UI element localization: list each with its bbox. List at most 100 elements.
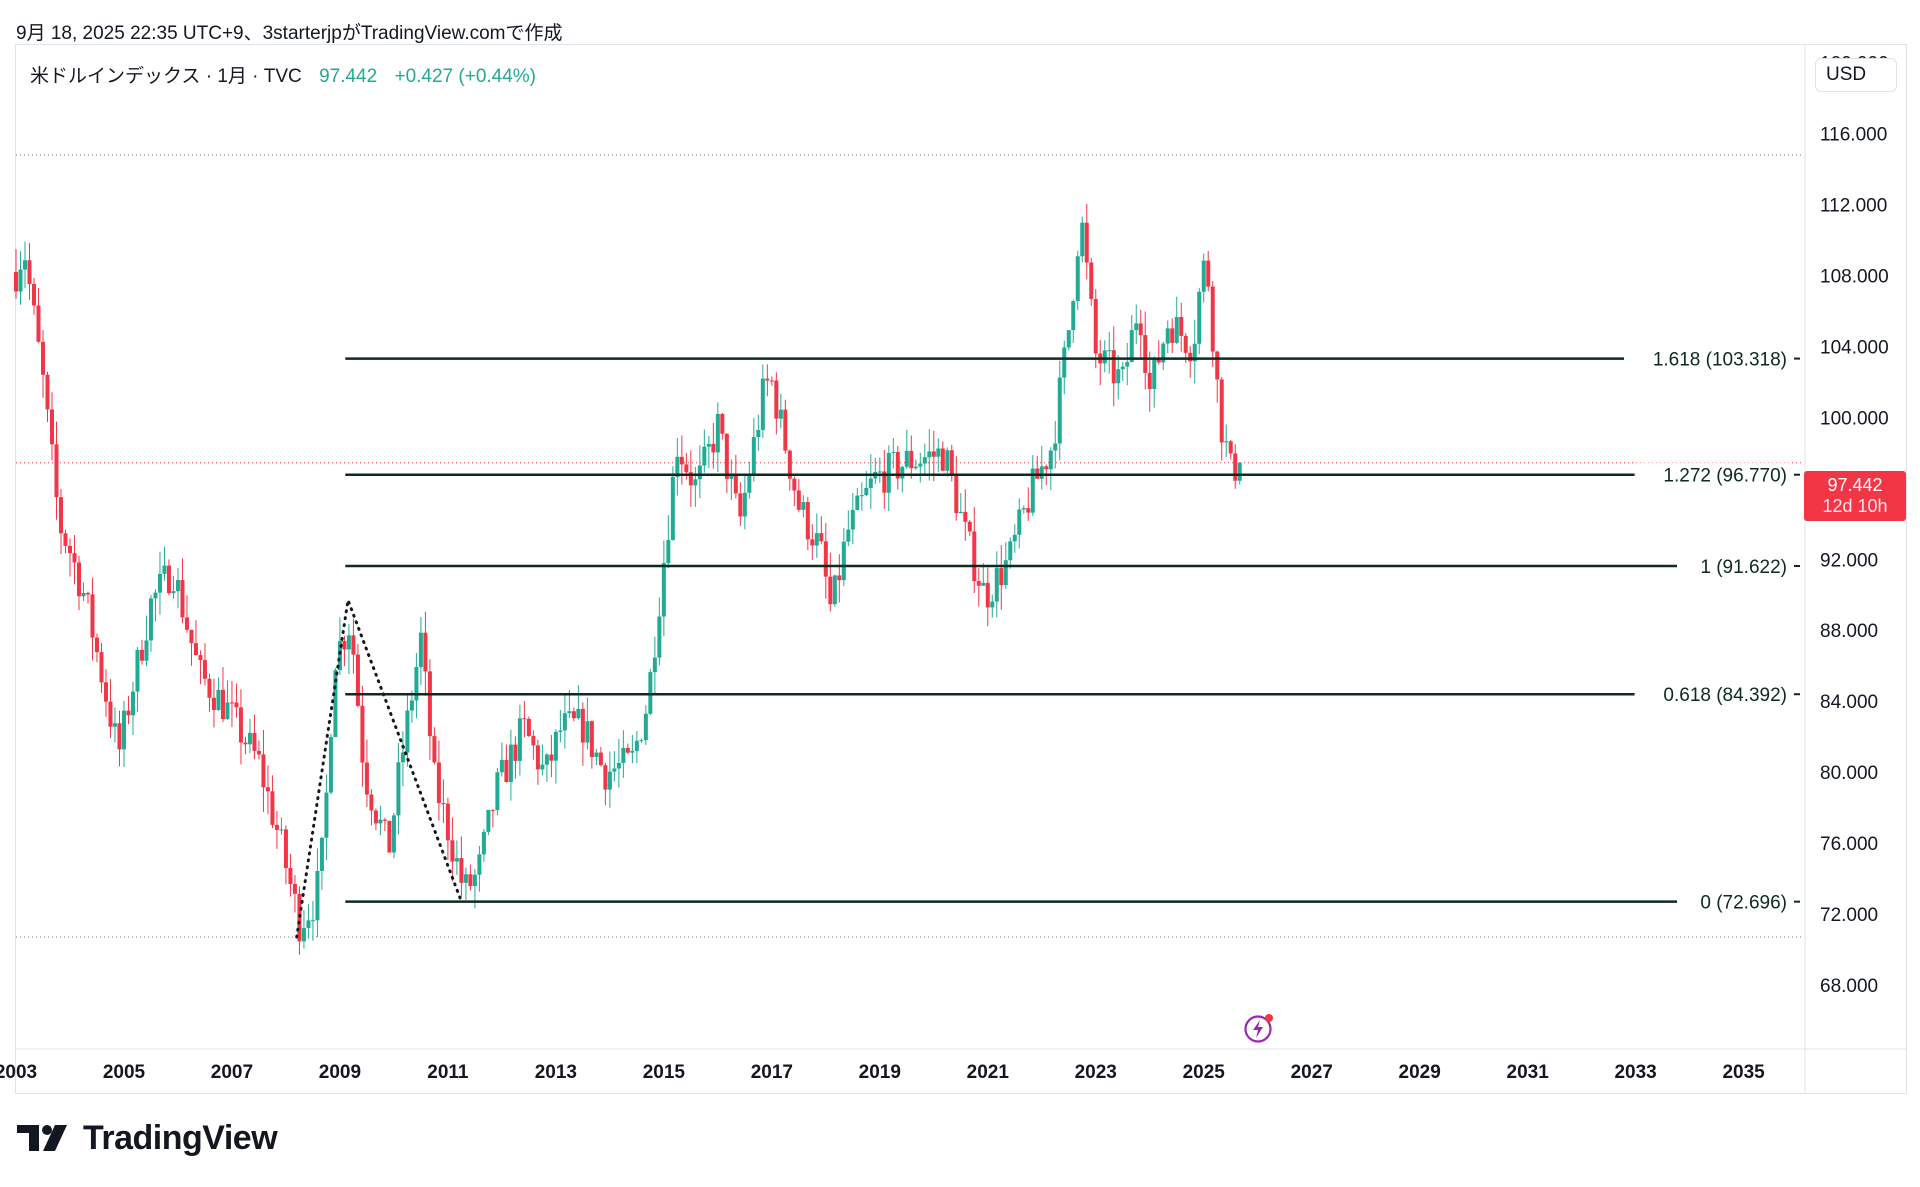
candle-body <box>931 451 936 457</box>
candle-down <box>1170 318 1175 354</box>
candle-body <box>1237 462 1242 481</box>
fib-level: 1.272 (96.770) <box>345 462 1800 487</box>
candle-body <box>238 707 243 743</box>
candle-body <box>310 920 315 922</box>
candle-body <box>882 471 887 493</box>
candle-body <box>958 511 963 514</box>
candle-body <box>729 475 734 479</box>
candle-down <box>423 611 428 696</box>
price-axis[interactable]: 68.000 72.000 76.000 80.000 84.000 88.000 92.0… <box>1820 54 1889 997</box>
candle-body <box>135 649 140 692</box>
candle-body <box>616 762 621 769</box>
x-tick-label: 2009 <box>319 1062 361 1083</box>
candle-body <box>378 819 383 824</box>
fib-level: 1.618 (103.318) <box>345 346 1800 371</box>
currency-button[interactable]: USD <box>1815 58 1897 92</box>
fib-extension[interactable]: 1.618 (103.318) 1.272 (96.770) 1 (91.622) 0… <box>345 346 1800 914</box>
candle-up <box>121 700 126 767</box>
candle-body <box>810 539 815 546</box>
candle-body <box>801 502 806 510</box>
candle-down <box>76 555 81 611</box>
candle-up <box>391 813 396 859</box>
candle-body <box>504 759 509 783</box>
candle-body <box>45 374 50 410</box>
candle-body <box>760 378 765 430</box>
candle-down <box>207 673 212 712</box>
candle-body <box>589 721 594 757</box>
candle-up <box>832 574 837 607</box>
candle-down <box>882 450 887 509</box>
candle-up <box>1201 253 1206 303</box>
candle-up <box>22 241 27 289</box>
candle-body <box>783 409 788 451</box>
candle-body <box>121 710 126 750</box>
candle-body <box>1174 316 1179 343</box>
x-tick-label: 2033 <box>1614 1062 1656 1083</box>
candle-body <box>967 521 972 532</box>
candle-down <box>139 639 144 665</box>
candle-body <box>963 511 968 522</box>
candle-body <box>396 762 401 816</box>
candle-down <box>625 743 630 755</box>
candle-down <box>103 669 108 717</box>
tradingview-logo: TradingView <box>17 1118 278 1158</box>
candle-body <box>972 531 977 582</box>
candle-body <box>540 764 545 770</box>
candle-body <box>774 380 779 419</box>
candle-down <box>211 678 216 728</box>
symbol-name[interactable]: 米ドルインデックス · 1月 · TVC <box>30 66 302 87</box>
candle-body <box>319 837 324 871</box>
symbol-legend[interactable]: 米ドルインデックス · 1月 · TVC 97.442 +0.427 (+0.4… <box>30 61 536 88</box>
candle-body <box>463 874 468 883</box>
candle-body <box>1107 350 1112 352</box>
candle-up <box>162 546 167 581</box>
y-tick-label: 108.000 <box>1820 267 1889 288</box>
candle-body <box>562 713 567 731</box>
candle-up <box>1197 287 1202 355</box>
candle-up <box>891 437 896 469</box>
candle-body <box>940 448 945 471</box>
candle-up <box>1057 360 1062 461</box>
candle-body <box>49 409 54 445</box>
candle-up <box>859 482 864 511</box>
candle-up <box>486 809 491 836</box>
candle-body <box>715 413 720 453</box>
candle-up <box>414 652 419 719</box>
fib-level-label: 1 (91.622) <box>1700 557 1787 578</box>
candle-up <box>576 685 581 720</box>
lightning-icon[interactable] <box>1243 1012 1275 1044</box>
candle-up <box>495 767 500 816</box>
candle-up <box>886 445 891 512</box>
candle-body <box>526 718 531 736</box>
candle-body <box>819 533 824 542</box>
candle-up <box>1080 216 1085 263</box>
candle-body <box>283 829 288 868</box>
candle-body <box>522 718 527 720</box>
candle-up <box>612 751 617 782</box>
time-axis[interactable]: 2003 2005 2007 2009 2011 2013 2015 2017 2019 2021… <box>0 1062 1765 1083</box>
candle-down <box>895 446 900 490</box>
candle-body <box>27 260 32 285</box>
candle-body <box>1089 262 1094 299</box>
candle-up <box>405 694 410 767</box>
candle-up <box>1075 250 1080 311</box>
candle-up <box>517 704 522 776</box>
candle-body <box>688 472 693 486</box>
candle-down <box>459 836 464 897</box>
candle-body <box>805 502 810 540</box>
candle-up <box>499 742 504 777</box>
candle-body <box>81 592 86 597</box>
candle-body <box>14 272 18 292</box>
candle-body <box>1066 330 1071 348</box>
candle-up <box>130 681 135 736</box>
candle-body <box>225 702 230 719</box>
candle-body <box>850 509 855 530</box>
candle-body <box>477 854 482 875</box>
candle-body <box>324 792 329 838</box>
candle-up <box>81 582 86 602</box>
candle-up <box>157 551 162 615</box>
candle-body <box>697 465 702 480</box>
candle-up <box>112 707 117 743</box>
candle-body <box>531 735 536 746</box>
